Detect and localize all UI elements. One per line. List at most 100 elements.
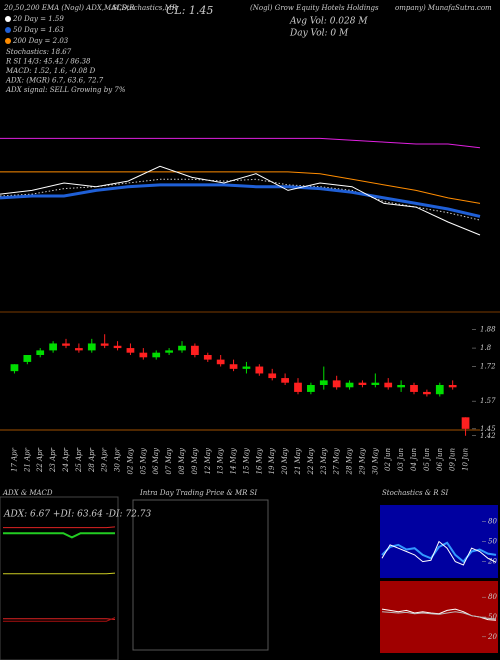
candle-body: [100, 343, 109, 346]
x-tick-label: 28 May: [346, 447, 354, 475]
legend-entry: 20 Day = 1.59: [12, 15, 64, 23]
panel-title: Stochastics & R SI: [382, 489, 449, 497]
x-tick-label: 29 Apr: [101, 447, 109, 473]
candle-body: [410, 385, 418, 392]
candle-body: [255, 366, 264, 374]
x-tick-label: 29 May: [358, 447, 366, 475]
close-price: CL: 1.45: [166, 4, 213, 17]
candle-body: [36, 350, 45, 355]
candle-body: [62, 343, 70, 346]
series-line: [3, 532, 115, 539]
x-tick-label: 30 May: [371, 447, 379, 474]
candle-body: [384, 382, 393, 388]
candle-body: [358, 382, 367, 385]
series-line: [3, 618, 116, 620]
x-tick-label: 30 Apr: [114, 447, 122, 472]
x-tick-label: 12 May: [204, 447, 212, 474]
x-tick-label: 17 Apr: [10, 447, 18, 472]
intraday-panel: [132, 499, 269, 651]
x-tick-label: 10 Jun: [462, 448, 470, 471]
legend-swatch: [5, 38, 11, 44]
y-tick-label: 50: [488, 613, 497, 621]
x-tick-label: 14 May: [230, 447, 238, 474]
candle-body: [461, 417, 470, 429]
y-tick-label: 50: [488, 538, 497, 546]
candle-body: [435, 385, 444, 395]
x-tick-label: 09 May: [191, 447, 199, 474]
series-line: [0, 137, 481, 149]
candle-body: [165, 350, 173, 353]
y-tick-label: 20: [487, 558, 497, 566]
legend-swatch: [5, 16, 11, 22]
panel-title: Intra Day Trading Price & MR SI: [139, 489, 257, 497]
x-tick-label: 02 Jun: [384, 448, 392, 471]
x-tick-label: 08 May: [178, 447, 186, 474]
x-tick-label: 03 Jun: [397, 448, 405, 471]
x-tick-label: 05 Jun: [423, 448, 431, 471]
x-tick-label: 19 May: [268, 447, 276, 474]
candle-body: [191, 345, 199, 355]
indicator-note: ADX signal: SELL Growing by 7%: [5, 86, 126, 94]
series-line: [3, 617, 116, 622]
candle-body: [139, 352, 148, 358]
candle-body: [423, 391, 431, 395]
y-tick-label: 1.42: [480, 432, 496, 440]
adx-panel: [0, 496, 119, 660]
panel-title: ADX & MACD: [2, 489, 53, 497]
candle-body: [332, 380, 341, 388]
legend-entry: 50 Day = 1.63: [13, 26, 64, 34]
x-tick-label: 05 May: [139, 447, 147, 474]
x-tick-label: 13 May: [217, 447, 225, 474]
x-tick-label: 20 May: [281, 447, 289, 475]
candle-body: [10, 364, 19, 372]
x-tick-label: 02 May: [126, 447, 134, 474]
y-tick-label: 80: [488, 593, 497, 601]
x-tick-label: 07 May: [165, 447, 173, 474]
x-tick-label: 06 May: [152, 447, 160, 474]
candle-body: [371, 382, 380, 385]
avg-volume: Avg Vol: 0.028 M: [289, 17, 368, 27]
candle-body: [49, 343, 57, 351]
x-tick-label: 04 Jun: [410, 448, 418, 471]
candle-body: [229, 364, 238, 369]
y-tick-label: 20: [487, 633, 497, 641]
header-text: SI,Stochastics,MR: [112, 4, 178, 12]
x-tick-label: 23 Apr: [49, 447, 57, 473]
candle-body: [178, 345, 186, 351]
candle-body: [307, 385, 315, 392]
legend-swatch: [5, 27, 11, 33]
candle-body: [87, 343, 96, 351]
y-tick-label: 1.88: [480, 326, 496, 334]
indicator-note: MACD: 1.52, 1.6, -0.08 D: [5, 67, 96, 75]
candle-body: [345, 382, 354, 388]
candle-body: [242, 366, 251, 369]
candle-body: [113, 345, 122, 349]
header-text: 20,50,200 EMA (Nogl) ADX,MACD,R: [3, 4, 135, 12]
candle-body: [216, 359, 225, 365]
x-tick-label: 21 May: [294, 447, 302, 475]
y-tick-label: 1.45: [480, 425, 496, 433]
y-tick-label: 1.57: [480, 397, 496, 405]
day-volume: Day Vol: 0 M: [289, 29, 349, 39]
candle-body: [152, 352, 161, 358]
x-tick-label: 28 Apr: [88, 447, 96, 473]
x-tick-label: 15 May: [242, 447, 250, 474]
candle-body: [23, 355, 32, 362]
header-text: ompany) MunafaSutra.com: [395, 4, 492, 12]
y-tick-label: 1.72: [480, 363, 496, 371]
candle-body: [448, 385, 457, 388]
candle-body: [319, 380, 328, 385]
x-tick-label: 16 May: [255, 447, 263, 474]
x-tick-label: 25 Apr: [75, 447, 83, 473]
indicator-note: ADX: (MGR) 6.7, 63.6, 72.7: [5, 77, 104, 85]
indicator-note: Stochastics: 18.67: [6, 48, 72, 56]
x-tick-label: 22 Apr: [36, 447, 44, 473]
y-tick-label: 1.8: [480, 344, 492, 352]
legend-entry: 200 Day = 2.03: [12, 37, 69, 45]
series-line: [3, 572, 116, 575]
series-line: [3, 526, 116, 529]
x-tick-label: 22 May: [307, 447, 315, 475]
y-tick-label: 80: [488, 517, 497, 525]
candle-body: [126, 348, 135, 353]
